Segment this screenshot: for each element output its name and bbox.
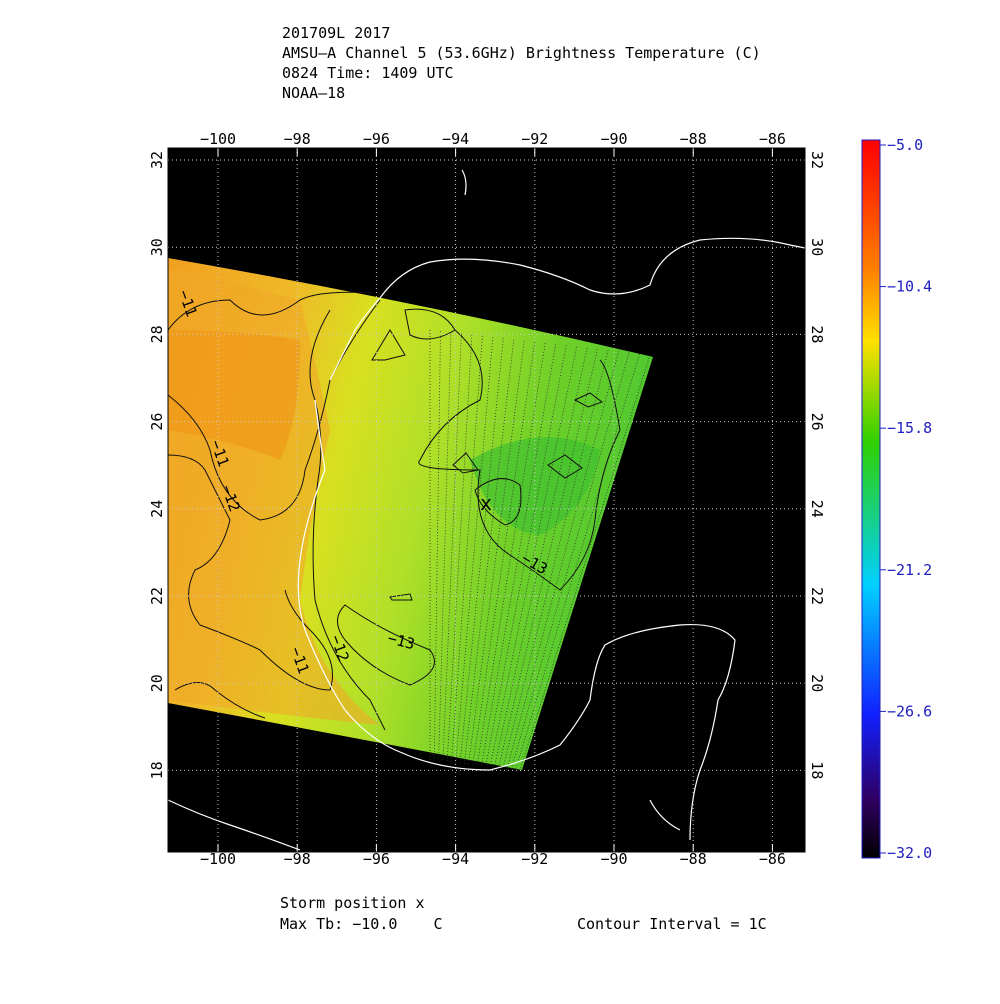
lon-label: −86 [759, 850, 786, 868]
colorbar-label: −15.8 [887, 419, 932, 437]
scan-line [476, 343, 546, 766]
colorbar [861, 139, 881, 859]
map-frame [167, 147, 806, 853]
colorbar-label: −5.0 [887, 136, 923, 154]
colorbar-label: −10.4 [887, 278, 932, 296]
max-tb: Max Tb: −10.0 C [280, 915, 443, 933]
swath [168, 258, 653, 770]
lon-label: −96 [363, 130, 390, 148]
scan-line [468, 340, 525, 765]
colorbar-label: −32.0 [887, 844, 932, 862]
scan-line [455, 337, 494, 763]
lon-label: −86 [759, 130, 786, 148]
lat-label: 20 [148, 674, 166, 692]
lat-label: 32 [148, 151, 166, 169]
lat-label: 30 [148, 238, 166, 256]
lon-label: −100 [200, 850, 236, 868]
lon-label: −94 [442, 130, 469, 148]
scan-line [459, 338, 504, 764]
scan-line [489, 346, 578, 767]
scan-line [451, 335, 483, 763]
lon-label: −94 [442, 850, 469, 868]
lat-lon-grid [168, 148, 805, 852]
title-line: NOAA–18 [282, 84, 345, 102]
lat-label: 22 [148, 587, 166, 605]
lat-label: 24 [148, 500, 166, 518]
storm-position: Storm position x [280, 894, 425, 912]
title-line: 0824 Time: 1409 UTC [282, 64, 454, 82]
scan-line [463, 339, 515, 764]
scan-line [519, 354, 651, 771]
lon-label: −90 [600, 850, 627, 868]
lat-label: 20 [808, 674, 826, 692]
scan-line [472, 341, 536, 765]
scan-line [493, 347, 588, 768]
lat-label: 26 [148, 413, 166, 431]
scan-line [446, 334, 473, 762]
lat-label: 18 [808, 761, 826, 779]
lon-label: −98 [284, 130, 311, 148]
scan-line [438, 332, 452, 761]
title-line: 201709L 2017 [282, 24, 390, 42]
lon-label: −90 [600, 130, 627, 148]
title-line: AMSU–A Channel 5 (53.6GHz) Brightness Te… [282, 44, 761, 62]
coastline [167, 169, 806, 851]
lat-label: 28 [808, 325, 826, 343]
lon-label: −88 [680, 130, 707, 148]
scan-lines [429, 330, 651, 771]
header: 201709L 2017 AMSU–A Channel 5 (53.6GHz) B… [282, 24, 761, 102]
lat-label: 28 [148, 325, 166, 343]
lon-label: −88 [680, 850, 707, 868]
lat-label: 30 [808, 238, 826, 256]
lat-label: 26 [808, 413, 826, 431]
scan-line [481, 344, 557, 766]
lon-label: −96 [363, 850, 390, 868]
lat-label: 24 [808, 500, 826, 518]
lon-label: −100 [200, 130, 236, 148]
colorbar-label: −26.6 [887, 702, 932, 720]
contour-interval: Contour Interval = 1C [577, 915, 767, 933]
contours [167, 291, 621, 731]
colorbar-label: −21.2 [887, 561, 932, 579]
lon-label: −98 [284, 850, 311, 868]
lon-label: −92 [521, 130, 548, 148]
lon-label: −92 [521, 850, 548, 868]
scan-line [511, 352, 630, 770]
storm-marker: x [480, 491, 492, 515]
lat-label: 32 [808, 151, 826, 169]
lat-label: 22 [808, 587, 826, 605]
scan-line [433, 331, 441, 761]
lat-label: 18 [148, 761, 166, 779]
